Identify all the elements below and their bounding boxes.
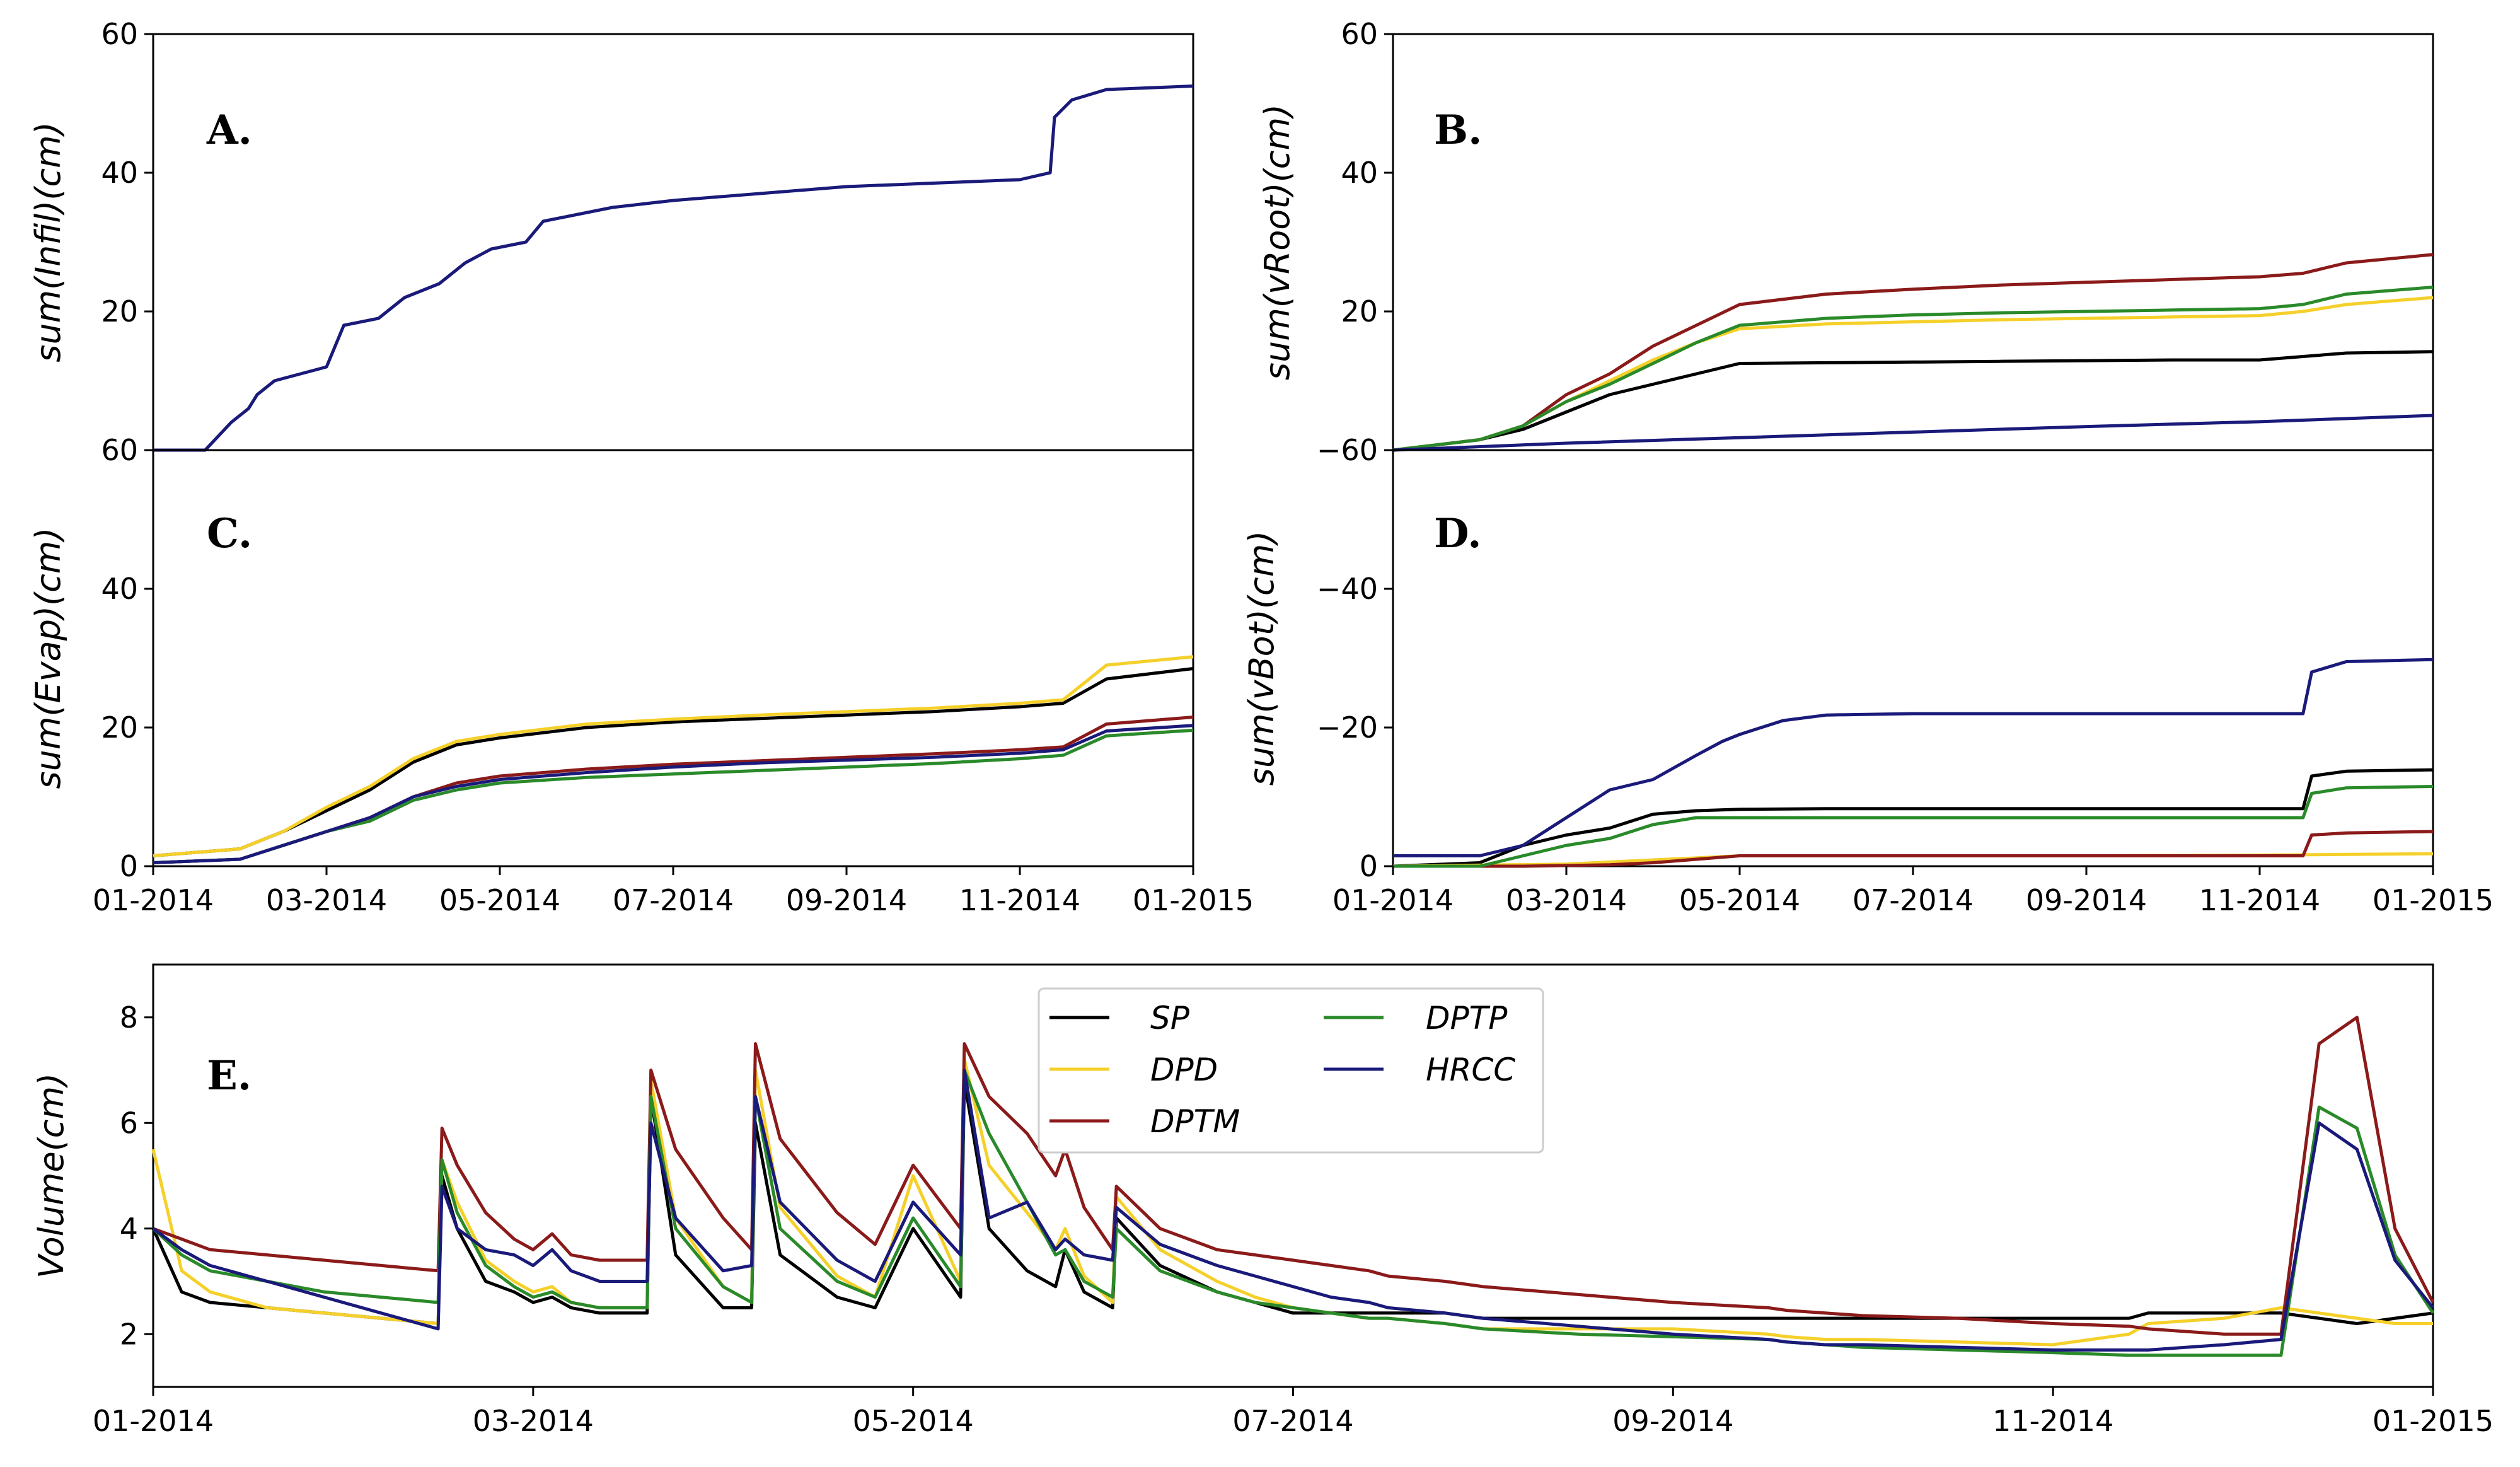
panel-a: 60 40 20 60 A. sum(Infil)(cm) — [28, 17, 1194, 467]
panel-e-series-sp — [151, 1079, 2434, 1325]
panel-b-y-tick-label: 20 — [1341, 294, 1378, 328]
legend-entry-sp: SP — [1049, 1000, 1190, 1036]
panel-a-y-tick-label: 40 — [101, 156, 138, 190]
panel-e-x-tick-label: 09-2014 — [1612, 1404, 1733, 1438]
panel-c-x-tick-label: 01-2014 — [93, 883, 214, 917]
panel-b-series — [1392, 253, 2434, 452]
legend-label-dptp: DPTP — [1426, 1000, 1508, 1036]
panel-b-y-ticks: 60 40 20 −60 — [1317, 17, 1393, 467]
legend-entry-dptp: DPTP — [1324, 1000, 1508, 1036]
panel-e-x-tick-label: 01-2015 — [2373, 1404, 2494, 1438]
panel-e-x-tick-label: 05-2014 — [853, 1404, 974, 1438]
legend-entry-dpd: DPD — [1049, 1052, 1218, 1088]
panel-d-label: D. — [1434, 510, 1482, 557]
legend-label-hrcc: HRCC — [1426, 1052, 1515, 1088]
panel-a-y-tick-label: 20 — [101, 294, 138, 328]
panel-d-series-dptp — [1393, 785, 2434, 868]
legend-box — [1037, 987, 1544, 1154]
panel-d-y-tick-label: −20 — [1317, 710, 1378, 745]
panel-c-y-tick-label: 20 — [101, 710, 138, 745]
panel-d-y-ticks: 0 −20 −40 — [1317, 572, 1393, 883]
panel-c-x-tick-label: 07-2014 — [613, 883, 734, 917]
panel-b-y-axis-label: sum(vRoot)(cm) — [1257, 104, 1297, 380]
panel-e-x-tick-label: 03-2014 — [473, 1404, 594, 1438]
panel-e-y-tick-label: 6 — [120, 1106, 138, 1140]
panel-a-label: A. — [206, 107, 252, 154]
legend-label-dptm: DPTM — [1150, 1103, 1240, 1140]
panel-a-y-axis-label: sum(Infil)(cm) — [28, 122, 68, 362]
panel-c-y-tick-label: 40 — [101, 572, 138, 606]
panel-d-x-ticks: 01-2014 03-2014 05-2014 07-2014 09-2014 11-20… — [1332, 866, 2494, 917]
panel-d-series-dptm — [1393, 830, 2434, 868]
panel-d-series-sp — [1392, 768, 2434, 868]
panel-c-x-tick-label: 05-2014 — [439, 883, 560, 917]
panel-d-y-tick-label: 0 — [1360, 849, 1378, 883]
panel-e-x-tick-label: 11-2014 — [1992, 1404, 2113, 1438]
panel-b-y-tick-label: −60 — [1317, 433, 1378, 467]
panel-b: 60 40 20 −60 B. sum(vRoot)(cm) — [1257, 17, 2434, 467]
panel-c-y-tick-label: 0 — [120, 849, 138, 883]
panel-c-x-ticks: 01-2014 03-2014 05-2014 07-2014 09-2014 11-20… — [93, 866, 1254, 917]
panel-a-series — [153, 84, 1194, 452]
panel-d-x-tick-label: 09-2014 — [2026, 883, 2147, 917]
panel-a-y-tick-label: 60 — [101, 17, 138, 51]
panel-d-x-tick-label: 01-2014 — [1332, 883, 1454, 917]
panel-c-series — [153, 655, 1194, 864]
panel-b-series-hrcc — [1392, 414, 2434, 452]
legend-label-dpd: DPD — [1150, 1052, 1218, 1088]
panel-b-series-sp — [1392, 350, 2434, 452]
panel-e-series-hrcc — [152, 1069, 2434, 1352]
panel-d: 0 −20 −40 01-2014 03-2014 05-2014 07-2014 09-2… — [1242, 449, 2494, 917]
panel-a-y-tick-label: 60 — [101, 433, 138, 467]
panel-e-y-ticks: 2 4 6 8 — [120, 1000, 153, 1351]
panel-d-x-tick-label: 01-2015 — [2373, 883, 2494, 917]
legend: SP DPD DPTM DPTP HRCC — [1037, 987, 1544, 1154]
legend-entry-hrcc: HRCC — [1324, 1052, 1515, 1088]
panel-e-series — [151, 1016, 2435, 1357]
panel-d-series-hrcc — [1393, 658, 2434, 857]
panel-b-series-dptm — [1392, 253, 2434, 452]
panel-b-series-dptp — [1392, 286, 2434, 452]
panel-e-y-tick-label: 8 — [120, 1000, 138, 1035]
panel-c-y-ticks: 0 20 40 — [101, 572, 153, 883]
panel-c-y-axis-label: sum(Evap)(cm) — [28, 528, 68, 789]
legend-label-sp: SP — [1150, 1000, 1190, 1036]
panel-e-y-axis-label: Volume(cm) — [32, 1073, 71, 1279]
panel-a-series-hrcc — [153, 84, 1194, 452]
panel-b-y-tick-label: 40 — [1341, 156, 1378, 190]
panel-a-y-ticks: 60 40 20 60 — [101, 17, 153, 467]
panel-c-series-sp — [153, 667, 1194, 857]
panel-b-label: B. — [1434, 107, 1482, 154]
panel-e-x-tick-label: 07-2014 — [1232, 1404, 1353, 1438]
panel-c-series-dpd — [153, 655, 1194, 857]
panel-e: 2 4 6 8 01-2014 03-2014 05-2014 07-2014 09-2014… — [32, 963, 2494, 1438]
panel-e-x-ticks: 01-2014 03-2014 05-2014 07-2014 09-2014 11-20… — [93, 1387, 2494, 1438]
panel-b-y-tick-label: 60 — [1341, 17, 1378, 51]
panel-d-x-tick-label: 11-2014 — [2199, 883, 2320, 917]
panel-c-series-hrcc — [153, 724, 1194, 864]
panel-e-y-tick-label: 2 — [120, 1317, 138, 1351]
panel-c-x-tick-label: 03-2014 — [266, 883, 387, 917]
panel-c-x-tick-label: 01-2015 — [1133, 883, 1254, 917]
panel-e-x-tick-label: 01-2014 — [93, 1404, 214, 1438]
legend-entry-dptm: DPTM — [1049, 1103, 1240, 1140]
panel-d-x-tick-label: 05-2014 — [1679, 883, 1800, 917]
panel-c-x-tick-label: 09-2014 — [786, 883, 907, 917]
panel-d-x-tick-label: 07-2014 — [1852, 883, 1974, 917]
panel-d-x-tick-label: 03-2014 — [1506, 883, 1627, 917]
panel-c-label: C. — [207, 510, 252, 557]
panel-d-y-tick-label: −40 — [1317, 572, 1378, 606]
panel-d-series — [1392, 658, 2434, 868]
panel-e-y-tick-label: 4 — [120, 1212, 138, 1246]
panel-e-series-dptp — [152, 1069, 2435, 1357]
panel-e-series-dptm — [153, 1016, 2435, 1336]
panel-d-y-axis-label: sum(vBot)(cm) — [1242, 531, 1281, 786]
panel-e-label: E. — [207, 1052, 251, 1099]
panel-c: 0 20 40 01-2014 03-2014 05-2014 07-2014 09-201… — [28, 449, 1254, 917]
panel-c-x-tick-label: 11-2014 — [959, 883, 1080, 917]
